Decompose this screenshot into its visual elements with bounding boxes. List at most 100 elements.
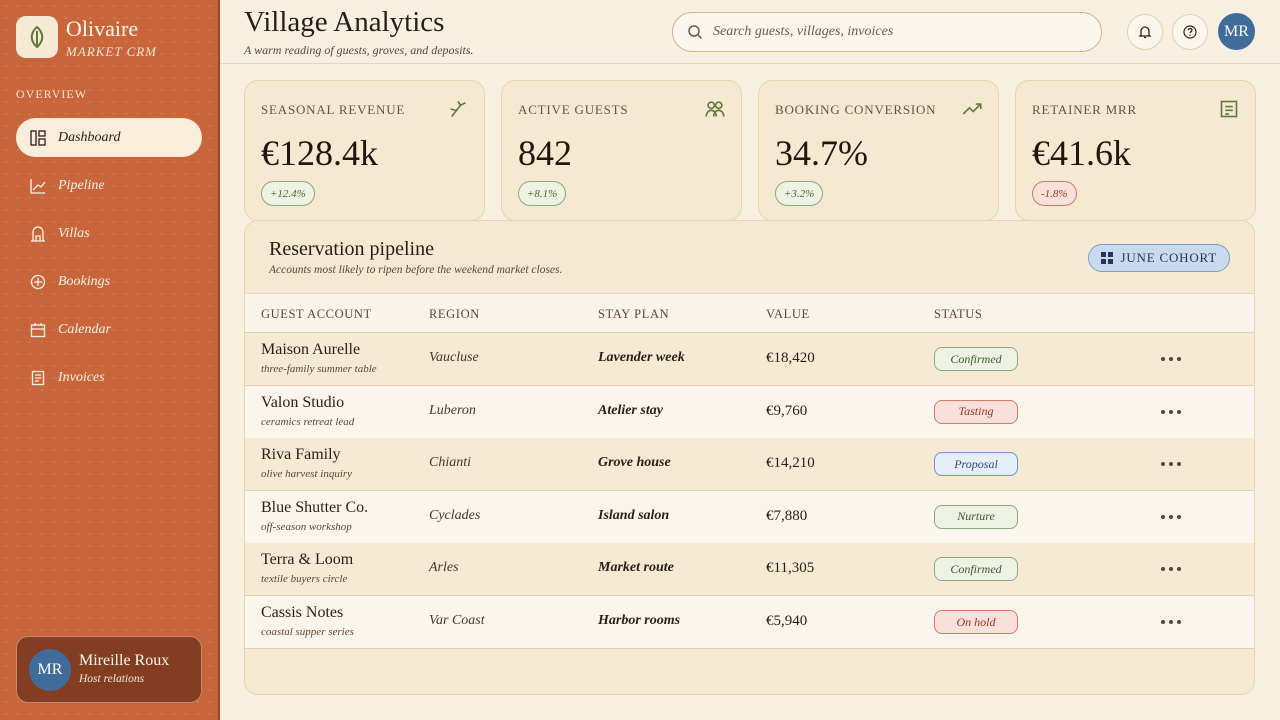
kpi-value: €41.6k <box>1032 133 1131 173</box>
guest-note: olive harvest inquiry <box>261 468 353 481</box>
row-menu[interactable] <box>1159 349 1183 369</box>
guest-account: Terra & Loom <box>261 551 354 569</box>
nav-icon <box>31 370 45 385</box>
table-row: Riva Family olive harvest inquiry Chianti G… <box>245 438 1254 492</box>
user-role: Host relations <box>79 673 145 685</box>
region: Chianti <box>429 455 472 471</box>
column-header: VALUE <box>766 307 810 321</box>
nav-label: Dashboard <box>58 129 121 145</box>
value: €14,210 <box>766 455 815 472</box>
nav-label: Calendar <box>58 321 111 337</box>
notifications-button[interactable] <box>1127 14 1163 50</box>
kpi-card: RETAINER MRR €41.6k -1.8% <box>1015 80 1256 221</box>
logo <box>16 16 58 58</box>
status-badge: On hold <box>934 610 1018 634</box>
kpi-icon <box>962 99 982 119</box>
status-badge: Nurture <box>934 504 1018 529</box>
nav-icon <box>31 225 45 242</box>
guest-note: ceramics retreat lead <box>261 415 355 428</box>
value: €11,305 <box>766 560 815 577</box>
kpi-value: 842 <box>518 133 572 173</box>
stay-plan: Lavender week <box>598 350 685 365</box>
user-avatar: MR <box>29 649 71 691</box>
nav-item[interactable]: Invoices <box>16 358 202 397</box>
status-badge: Tasting <box>934 399 1018 424</box>
kpi-label: BOOKING CONVERSION <box>775 102 937 117</box>
nav-item[interactable]: Pipeline <box>16 166 202 205</box>
column-header: GUEST ACCOUNT <box>261 307 372 321</box>
value: €7,880 <box>766 507 808 524</box>
nav-label: Bookings <box>58 273 111 289</box>
kpi-label: SEASONAL REVENUE <box>261 102 406 117</box>
region: Var Coast <box>429 613 485 628</box>
kpi-card: SEASONAL REVENUE €128.4k +12.4% <box>244 80 485 221</box>
panel-title: Reservation pipeline <box>269 238 434 260</box>
table-row: Blue Shutter Co. off-season workshop Cycla… <box>245 490 1254 544</box>
kpi-icon-svg <box>1220 100 1238 118</box>
table-row: Maison Aurelle three-family summer table V… <box>245 333 1254 386</box>
value: €9,760 <box>766 402 808 419</box>
region: Arles <box>429 560 459 576</box>
stay-plan: Atelier stay <box>598 402 663 418</box>
page-subtitle: A warm reading of guests, groves, and de… <box>244 43 474 57</box>
row-menu[interactable] <box>1159 559 1183 579</box>
kpi-icon <box>705 99 725 119</box>
table-row: Terra & Loom textile buyers circle Arles Ma… <box>245 543 1254 597</box>
value: €5,940 <box>766 613 808 629</box>
kpi-delta: +8.1% <box>518 181 567 206</box>
status-badge: Confirmed <box>934 557 1018 582</box>
dots-icon <box>1161 409 1181 414</box>
table-row: Valon Studio ceramics retreat lead Luberon… <box>245 385 1254 439</box>
column-header: STATUS <box>934 307 983 321</box>
search-placeholder: Search guests, villages, invoices <box>713 24 894 39</box>
filter-label: JUNE COHORT <box>1120 250 1217 265</box>
grid-icon <box>1100 252 1113 264</box>
nav-item[interactable]: Villas <box>16 214 202 253</box>
nav-item[interactable]: Dashboard <box>16 118 202 157</box>
kpi-delta: +3.2% <box>775 181 824 206</box>
row-menu[interactable] <box>1159 612 1183 632</box>
kpi-delta: +12.4% <box>261 181 315 206</box>
pipeline-panel: Reservation pipeline Accounts most likel… <box>244 220 1255 695</box>
user-card[interactable]: MR Mireille Roux Host relations <box>16 636 202 703</box>
user-name: Mireille Roux <box>79 652 170 669</box>
guest-note: textile buyers circle <box>261 573 348 586</box>
guest-account: Blue Shutter Co. <box>261 498 369 516</box>
table-header: GUEST ACCOUNT REGION STAY PLAN VALUE STATUS <box>245 293 1254 333</box>
kpi-icon-svg <box>705 101 725 117</box>
table-row: Cassis Notes coastal supper series Var Coa… <box>245 596 1254 649</box>
nav-item[interactable]: Calendar <box>16 310 202 349</box>
kpi-icon-svg <box>962 103 982 115</box>
row-menu[interactable] <box>1159 402 1183 422</box>
help-button[interactable] <box>1172 14 1208 50</box>
region: Vaucluse <box>429 350 479 365</box>
panel-subtitle: Accounts most likely to ripen before the… <box>269 264 563 276</box>
nav-icon <box>30 274 46 289</box>
help-icon <box>1183 25 1197 39</box>
kpi-card: ACTIVE GUESTS 842 +8.1% <box>501 80 742 221</box>
cohort-filter[interactable]: JUNE COHORT <box>1087 244 1230 272</box>
status-badge: Confirmed <box>934 347 1018 371</box>
stay-plan: Island salon <box>598 507 670 523</box>
nav-label: Pipeline <box>58 177 105 193</box>
kpi-delta: -1.8% <box>1032 181 1077 206</box>
dots-icon <box>1161 567 1181 572</box>
stay-plan: Grove house <box>598 455 671 471</box>
region: Luberon <box>429 402 476 418</box>
guest-account: Riva Family <box>261 446 341 464</box>
nav-item[interactable]: Bookings <box>16 262 202 301</box>
search-box[interactable]: Search guests, villages, invoices <box>672 12 1102 52</box>
dots-icon <box>1161 357 1181 361</box>
brand-name: Olivaire <box>66 16 139 41</box>
guest-account: Cassis Notes <box>261 604 344 621</box>
region: Cyclades <box>429 507 481 523</box>
kpi-icon <box>1219 99 1239 119</box>
page-title: Village Analytics <box>244 6 445 38</box>
dots-icon <box>1161 514 1181 519</box>
row-menu[interactable] <box>1159 454 1183 474</box>
dots-icon <box>1161 620 1181 624</box>
row-menu[interactable] <box>1159 507 1183 527</box>
guest-account: Valon Studio <box>261 393 345 411</box>
header-avatar[interactable]: MR <box>1218 13 1255 50</box>
